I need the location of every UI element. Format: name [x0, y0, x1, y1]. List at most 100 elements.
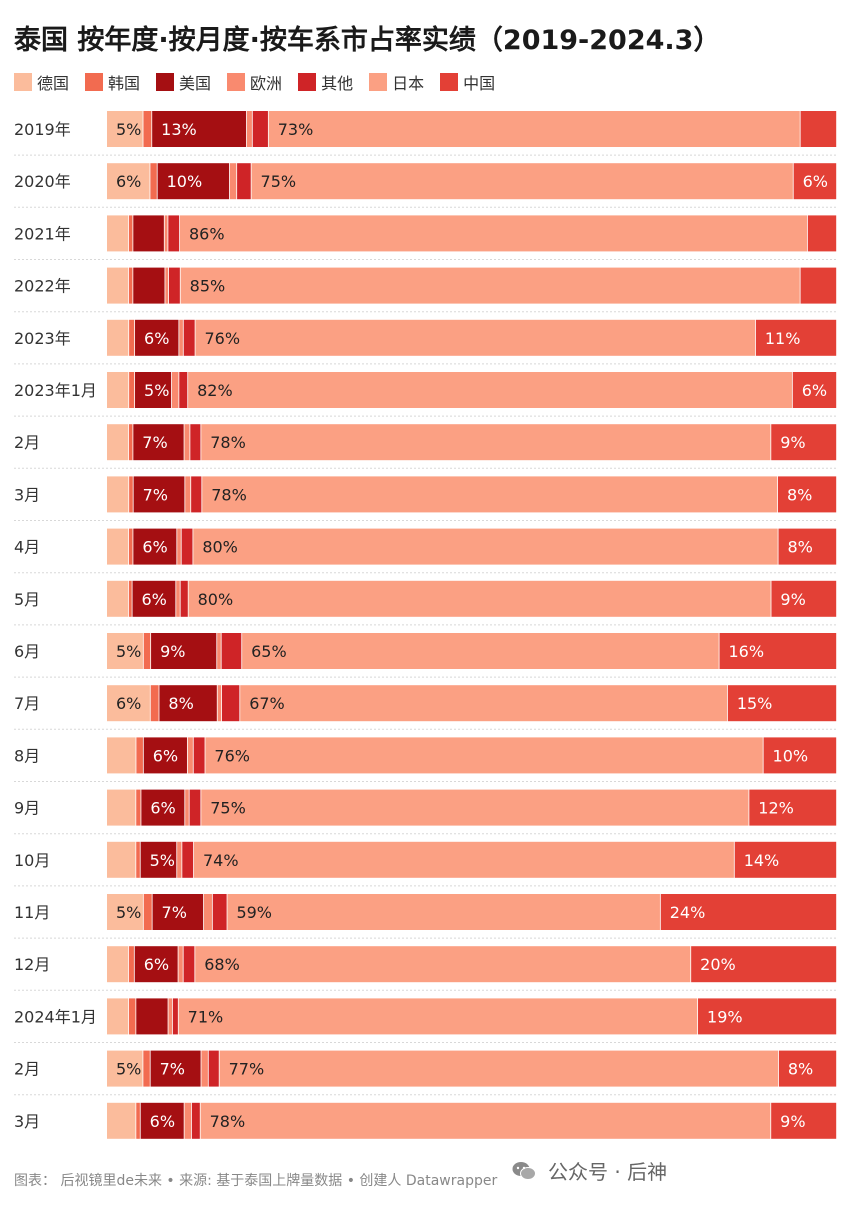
bar-segment — [185, 476, 191, 513]
bar-segment — [246, 111, 252, 147]
bar-segment — [140, 841, 177, 878]
row-label: 7月 — [14, 694, 40, 713]
bar-segment — [107, 685, 150, 722]
bar-segment — [719, 633, 837, 669]
legend-swatch — [369, 73, 388, 91]
bar-segment — [159, 685, 217, 722]
bar-segment — [134, 946, 178, 983]
legend-label: 德国 — [37, 74, 70, 93]
legend-label: 日本 — [392, 74, 425, 93]
bar-segment — [150, 163, 157, 200]
bar-segment — [107, 946, 129, 983]
bar-row: 2023年 6% 76% 11% — [14, 319, 837, 365]
bar-segment — [184, 424, 190, 461]
data-label: 74% — [203, 851, 239, 870]
legend-item: 中国 — [440, 70, 495, 94]
bar-segment — [107, 894, 143, 930]
bar-segment — [107, 998, 129, 1035]
data-label: 5% — [144, 381, 169, 400]
bar-segment — [165, 267, 169, 304]
bar-segment — [107, 476, 129, 513]
bar-segment — [217, 685, 222, 722]
data-label: 80% — [198, 590, 234, 609]
data-label: 78% — [210, 1112, 246, 1131]
row-label: 11月 — [14, 903, 50, 922]
bar-segment — [229, 163, 237, 200]
data-label: 9% — [780, 1112, 805, 1131]
bar-segment — [792, 372, 837, 408]
bar-segment — [152, 894, 204, 930]
bar-segment — [763, 737, 837, 774]
data-label: 71% — [188, 1007, 224, 1026]
bar-segment — [181, 528, 193, 565]
bar-segment — [135, 372, 172, 408]
bar-segment — [183, 319, 195, 356]
bar-segment — [136, 841, 140, 878]
data-label: 68% — [204, 955, 240, 974]
bar-segment — [133, 528, 177, 565]
bar-segment — [771, 424, 837, 461]
bar-segment — [150, 1050, 201, 1087]
bar-row: 2024年1月 71% 19% — [14, 998, 837, 1043]
data-label: 5% — [116, 120, 141, 139]
data-label: 77% — [229, 1060, 265, 1079]
bar-segment — [180, 215, 807, 252]
row-label: 6月 — [14, 642, 40, 661]
bar-segment — [212, 894, 227, 930]
bar-row: 2019年 5% 13% 73% — [14, 111, 837, 156]
bar-segment — [201, 1050, 208, 1087]
bar-segment — [135, 319, 179, 356]
bar-segment — [107, 737, 136, 774]
data-label: 8% — [787, 485, 812, 504]
bar-segment — [217, 633, 221, 669]
bar-segment — [807, 215, 837, 252]
bar-segment — [107, 580, 129, 617]
legend-item: 德国 — [14, 70, 69, 94]
bar-segment — [179, 319, 183, 356]
data-label: 75% — [210, 799, 246, 818]
bar-row: 10月 5% 74% 14% — [14, 841, 837, 887]
bar-segment — [141, 789, 185, 826]
legend-item: 韩国 — [85, 70, 140, 94]
legend-swatch — [227, 73, 246, 91]
data-label: 6% — [144, 329, 169, 348]
bar-segment — [251, 163, 793, 200]
bar-segment — [177, 841, 182, 878]
bar-segment — [133, 215, 164, 252]
data-label: 5% — [150, 851, 175, 870]
row-label: 2020年 — [14, 172, 71, 191]
watermark: 公众号 · 后神 — [512, 1156, 667, 1185]
bar-row: 5月 6% 80% 9% — [14, 580, 837, 626]
bar-segment — [268, 111, 800, 147]
data-label: 5% — [116, 642, 141, 661]
row-label: 2019年 — [14, 120, 71, 139]
bar-segment — [193, 528, 778, 565]
bar-segment — [187, 737, 193, 774]
data-label: 6% — [141, 590, 166, 609]
data-label: 7% — [162, 903, 187, 922]
bar-segment — [208, 1050, 219, 1087]
bar-row: 4月 6% 80% 8% — [14, 528, 837, 574]
data-label: 78% — [210, 433, 246, 452]
bar-row: 11月 5% 7% 59% 24% — [14, 894, 837, 939]
bar-segment — [151, 633, 217, 669]
bar-segment — [128, 998, 136, 1035]
bar-segment — [188, 580, 771, 617]
bar-row: 7月 6% 8% 67% 15% — [14, 685, 837, 730]
data-label: 11% — [765, 329, 801, 348]
bar-segment — [227, 894, 660, 930]
data-label: 82% — [197, 381, 233, 400]
row-label: 2024年1月 — [14, 1007, 97, 1026]
bar-segment — [193, 737, 205, 774]
row-label: 3月 — [14, 1112, 40, 1131]
footer-credit: 图表： 后视镜里de未来 • 来源: 基于泰国上牌量数据 • 创建人 Dataw… — [14, 1173, 498, 1189]
data-label: 8% — [787, 538, 812, 557]
bar-segment — [107, 528, 129, 565]
data-label: 9% — [780, 433, 805, 452]
bar-row: 2020年 6% 10% 75% 6% — [14, 163, 837, 208]
bar-segment — [660, 894, 837, 930]
bar-segment — [107, 424, 129, 461]
bar-segment — [133, 267, 165, 304]
legend-item: 日本 — [369, 70, 424, 94]
data-label: 9% — [780, 590, 805, 609]
